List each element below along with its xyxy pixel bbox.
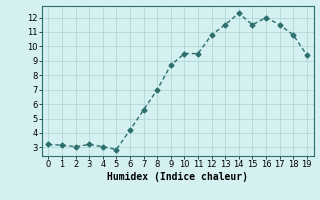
- X-axis label: Humidex (Indice chaleur): Humidex (Indice chaleur): [107, 172, 248, 182]
